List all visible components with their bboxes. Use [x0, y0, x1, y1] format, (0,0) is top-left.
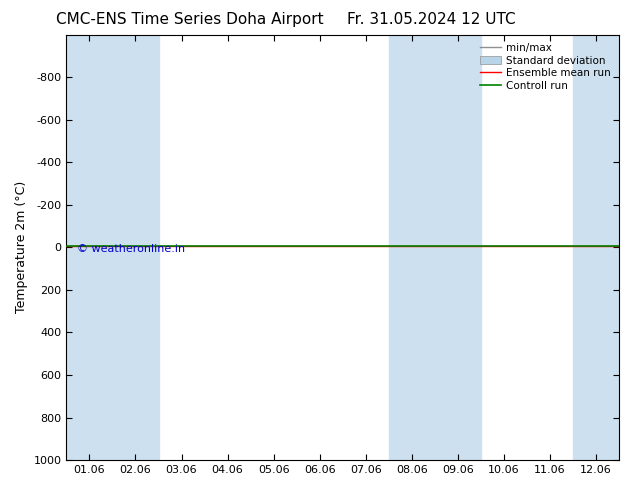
Text: © weatheronline.in: © weatheronline.in — [77, 245, 186, 254]
Text: CMC-ENS Time Series Doha Airport: CMC-ENS Time Series Doha Airport — [56, 12, 324, 27]
Bar — [573, 35, 619, 460]
Bar — [435, 35, 481, 460]
Bar — [389, 35, 435, 460]
Bar — [112, 35, 158, 460]
Text: Fr. 31.05.2024 12 UTC: Fr. 31.05.2024 12 UTC — [347, 12, 515, 27]
Bar — [67, 35, 112, 460]
Legend: min/max, Standard deviation, Ensemble mean run, Controll run: min/max, Standard deviation, Ensemble me… — [477, 40, 614, 94]
Y-axis label: Temperature 2m (°C): Temperature 2m (°C) — [15, 181, 28, 314]
